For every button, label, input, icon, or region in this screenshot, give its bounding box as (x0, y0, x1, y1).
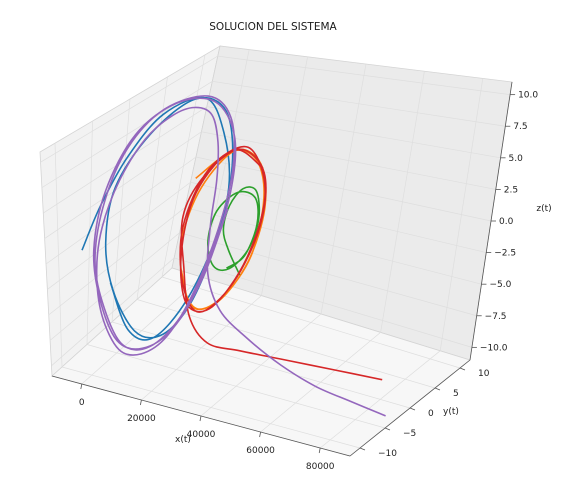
x-tick-label: 60000 (246, 446, 275, 456)
axes-panes (39, 45, 513, 457)
z-tick-label: 10.0 (518, 91, 538, 101)
grid-line-z (185, 207, 482, 285)
z-tick-label: −5.0 (489, 280, 511, 290)
y-tick-label: 5 (453, 389, 459, 399)
grid-line-z (48, 207, 186, 316)
x-tick-mark (80, 383, 83, 390)
x-tick-label: 0 (79, 398, 85, 408)
x-tick-mark (259, 431, 261, 438)
chart-title: SOLUCION DEL SISTEMA (209, 21, 337, 33)
y-tick-mark (384, 427, 391, 431)
grid-line-z (179, 232, 477, 317)
series-line-5 (92, 95, 386, 417)
z-tick-label: 5.0 (509, 154, 524, 164)
grid-line-z (49, 232, 180, 341)
tick-labels: 0 20000 40000 60000 80000 −10 −5 0 5 10 −10.0 −7.5 −… (79, 91, 538, 472)
grid-line-z (40, 55, 218, 163)
x-tick-mark (318, 447, 321, 454)
z-tick-label: −2.5 (494, 249, 516, 259)
series-group (81, 95, 386, 417)
grid-line-z (195, 156, 492, 222)
y-tick-label: 10 (478, 369, 490, 379)
grid-line-y (61, 366, 361, 449)
axis-lines (51, 81, 516, 457)
z-tick-label: −7.5 (485, 312, 507, 322)
y-tick-mark (359, 447, 366, 451)
y-tick-label: −5 (403, 429, 416, 439)
grid-line-y (86, 344, 386, 429)
grid-line-z (44, 131, 202, 239)
grid-line-z (201, 131, 496, 190)
y-tick-mark (459, 367, 466, 371)
x-tick-mark (199, 415, 202, 422)
y-tick-mark (409, 407, 416, 411)
grid-line-z (190, 181, 487, 253)
z-tick-label: 0.0 (499, 217, 514, 227)
z-tick-label: −10.0 (480, 343, 508, 353)
x-tick-label: 20000 (127, 414, 156, 424)
x-tick-label: 80000 (306, 462, 335, 472)
grid-line-z (174, 257, 473, 348)
z-tick-label: 7.5 (513, 122, 527, 132)
y-tick-label: 0 (428, 409, 434, 419)
grid-line-z (206, 106, 501, 159)
grid-line-z (47, 181, 191, 290)
grid-line-z (45, 156, 197, 265)
y-tick-mark (434, 387, 441, 391)
grid-line-z (217, 55, 511, 95)
z-tick-label: 2.5 (504, 185, 518, 195)
y-tick-label: −10 (378, 449, 397, 459)
grid-line-z (212, 80, 506, 127)
grid-line-y (111, 321, 411, 409)
grid-line-y (136, 299, 436, 389)
z-axis-label: z(t) (536, 204, 551, 214)
grid-lines (40, 49, 511, 449)
x-tick-label: 40000 (187, 430, 216, 440)
grid-line-z (51, 257, 175, 367)
y-axis-label: y(t) (443, 407, 459, 417)
grid-line-z (41, 81, 213, 188)
x-tick-mark (140, 399, 142, 406)
x-axis-label: x(t) (175, 435, 191, 445)
